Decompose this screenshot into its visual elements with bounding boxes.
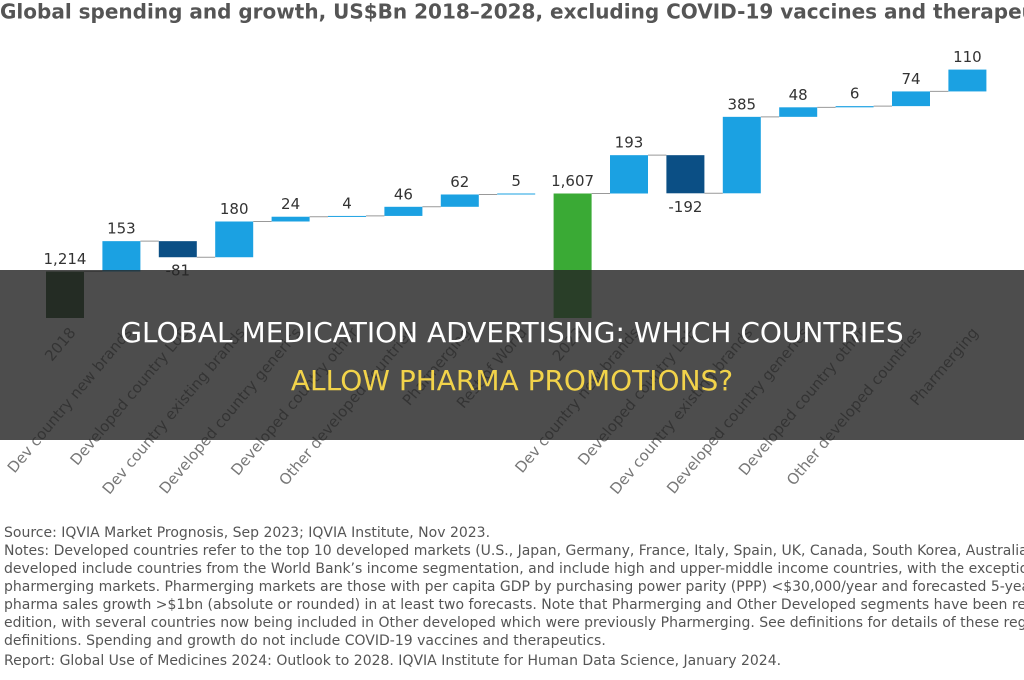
banner-line2: ALLOW PHARMA PROMOTIONS? <box>291 364 733 397</box>
bar <box>102 241 141 272</box>
note-line: Notes: Developed countries refer to the … <box>4 543 1024 559</box>
value-label: -192 <box>668 198 702 216</box>
bar <box>779 107 818 117</box>
value-label: 193 <box>615 134 644 152</box>
value-label: 24 <box>281 195 300 213</box>
chart-title: Global spending and growth, US$Bn 2018–2… <box>0 0 1024 24</box>
bar <box>158 241 197 258</box>
banner <box>0 270 1024 440</box>
value-label: 385 <box>727 95 756 113</box>
notes: Source: IQVIA Market Prognosis, Sep 2023… <box>4 525 1024 669</box>
note-line: edition, with several countries now bein… <box>4 615 1024 631</box>
value-label: 6 <box>850 85 860 103</box>
value-label: 62 <box>450 173 469 191</box>
bar <box>666 155 705 194</box>
note-line: definitions. Spending and growth do not … <box>4 633 606 649</box>
note-line: Source: IQVIA Market Prognosis, Sep 2023… <box>4 525 490 541</box>
value-label: 46 <box>394 185 413 203</box>
bar <box>440 194 479 207</box>
bar <box>722 116 761 194</box>
note-line: pharmerging markets. Pharmerging markets… <box>4 579 1024 595</box>
bar <box>892 91 930 107</box>
value-label: 180 <box>220 200 249 218</box>
bar <box>384 206 423 216</box>
value-label: 1,214 <box>44 250 87 268</box>
note-line: Report: Global Use of Medicines 2024: Ou… <box>4 653 781 669</box>
value-label: 48 <box>789 86 808 104</box>
value-label: 4 <box>342 194 352 212</box>
value-label: 110 <box>953 48 982 66</box>
note-line: pharma sales growth >$1bn (absolute or r… <box>4 597 1024 613</box>
bar <box>271 216 310 222</box>
bar <box>328 215 366 217</box>
banner-line1: GLOBAL MEDICATION ADVERTISING: WHICH COU… <box>120 316 903 349</box>
value-label: 5 <box>511 172 521 190</box>
value-label: 153 <box>107 220 136 238</box>
bar <box>610 155 648 194</box>
bar <box>835 106 874 108</box>
bar <box>215 221 254 258</box>
value-label: 1,607 <box>551 172 594 190</box>
bar <box>948 69 987 92</box>
bar <box>497 193 536 195</box>
note-line: developed include countries from the Wor… <box>4 561 1024 577</box>
value-label: 74 <box>901 70 920 88</box>
